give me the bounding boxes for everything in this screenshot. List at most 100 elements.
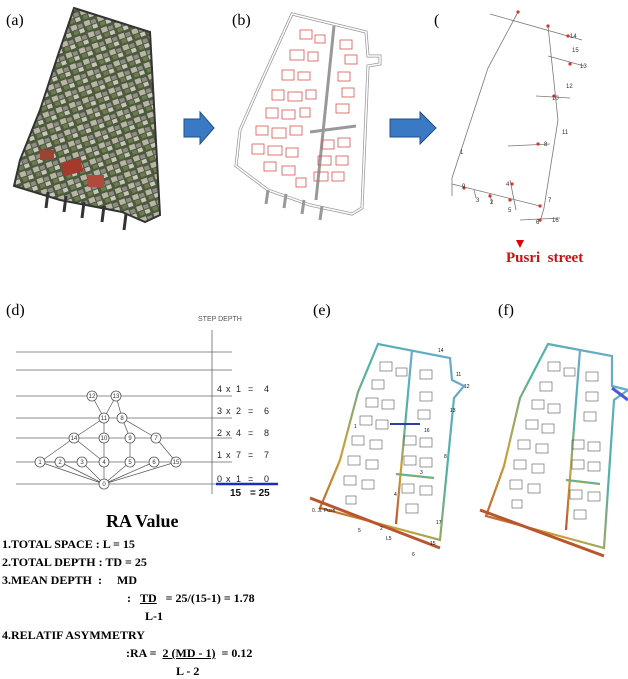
step-r: 4 [264, 384, 269, 394]
svg-text:=: = [248, 428, 253, 438]
step-depth-title: STEP DEPTH [198, 316, 242, 323]
arrow-right-icon [183, 110, 215, 146]
ra-ra-prefix: :RA = [126, 646, 157, 660]
node-label: 6 [152, 460, 156, 466]
graph-node [76, 456, 88, 468]
node-label: 4 [506, 182, 510, 188]
panel-a-label: (a) [6, 12, 24, 29]
node-label: 12 [566, 84, 573, 90]
node-label: 14 [71, 436, 78, 442]
graph-node [170, 456, 182, 468]
node-label: 13 [113, 394, 120, 400]
node-label: 11 [456, 372, 461, 378]
graph-node [124, 432, 136, 444]
node-label: 2 [490, 200, 494, 206]
graph-node [98, 412, 110, 424]
svg-text:=: = [248, 406, 253, 416]
step-b: 2 [236, 406, 241, 416]
node-label: 12 [464, 384, 470, 390]
node-label: 9 [128, 436, 132, 442]
ra-md-denominator: L-1 [145, 609, 163, 623]
ra-line-relative-asymmetry: 4.RELATIF ASYMMETRY [2, 628, 145, 642]
node-label: 5 [508, 208, 512, 214]
panel-b-label: (b) [232, 12, 251, 29]
panel-c-label: ( [434, 12, 440, 29]
step-r: 0 [264, 474, 269, 484]
svg-text:x: x [226, 406, 231, 416]
svg-text:x: x [226, 474, 231, 484]
graph-node [98, 432, 110, 444]
node-label: 8 [544, 142, 548, 148]
node-label: 8 [120, 416, 124, 422]
node-label: 0 [102, 482, 106, 488]
graph-node [148, 456, 160, 468]
node-label: 6 [412, 552, 415, 558]
node-label: 6 [536, 220, 540, 226]
ra-title: RA Value [106, 511, 179, 531]
ra-line-md-formula: : TD = 25/(15-1) = 1.78 [127, 591, 255, 606]
node-label: 17 [436, 520, 442, 526]
node-label: 16 [424, 428, 430, 434]
node-label: 4 [102, 460, 106, 466]
ra-line-mean-depth: 3.MEAN DEPTH : MD [2, 573, 137, 587]
node-label: 1 [460, 150, 464, 156]
node-label: 15 [572, 48, 579, 54]
node-label: 2 [380, 526, 383, 532]
node-label: 3 [420, 470, 423, 476]
step-a: 4 [217, 384, 222, 394]
step-a: 3 [217, 406, 222, 416]
ra-md-result: = 25/(15-1) = 1.78 [165, 591, 255, 605]
node-label: 3 [80, 460, 84, 466]
ra-ra-denominator: L - 2 [176, 664, 200, 678]
graph-node [54, 456, 66, 468]
node-label: 9 [462, 184, 466, 190]
node-label: 10 [552, 96, 559, 102]
svg-text:x: x [226, 428, 231, 438]
ra-md-prefix: : [127, 591, 131, 605]
step-r: 6 [264, 406, 269, 416]
arrow-right-icon [389, 110, 437, 146]
svg-text:x: x [226, 384, 231, 394]
svg-text:=: = [248, 474, 253, 484]
graph-node [150, 432, 162, 444]
step-a: 1 [217, 450, 222, 460]
node-label: 1 [354, 424, 357, 430]
node-label: 7 [548, 198, 552, 204]
node-label: 16 [552, 218, 559, 224]
ra-line-total-space: 1.TOTAL SPACE : L = 15 [2, 537, 135, 551]
graph-node [98, 456, 110, 468]
ra-ra-numerator: 2 (MD - 1) [162, 646, 216, 660]
panel-d-label: (d) [6, 302, 25, 319]
step-b: 7 [236, 450, 241, 460]
street-marker-icon [516, 240, 524, 248]
svg-text:=: = [248, 450, 253, 460]
street-label: Pusri street [506, 250, 584, 266]
graph-node [34, 456, 46, 468]
ra-line-total-depth: 2.TOTAL DEPTH : TD = 25 [2, 555, 147, 569]
ra-line-ra-formula: :RA = 2 (MD - 1) = 0.12 [126, 646, 252, 661]
ra-ra-result: = 0.12 [221, 646, 253, 660]
panel-f-label: (f) [498, 302, 514, 319]
node-label: 14 [570, 34, 577, 40]
node-label: 13 [580, 64, 587, 70]
street-label: 0. Jl. Pusri [312, 508, 335, 514]
step-b: 4 [236, 428, 241, 438]
step-a: 2 [217, 428, 222, 438]
panel-e-label: (e) [313, 302, 331, 319]
step-b: 1 [236, 384, 241, 394]
node-label: 12 [89, 394, 96, 400]
node-label: 10 [101, 436, 108, 442]
node-label: 1 [38, 460, 42, 466]
node-label: 8 [444, 454, 447, 460]
node-label: 2 [58, 460, 62, 466]
step-a: 0 [217, 474, 222, 484]
svg-text:x: x [226, 450, 231, 460]
svg-text:=: = [248, 384, 253, 394]
node-label: 13 [450, 408, 456, 414]
node-label: 15 [430, 541, 436, 547]
